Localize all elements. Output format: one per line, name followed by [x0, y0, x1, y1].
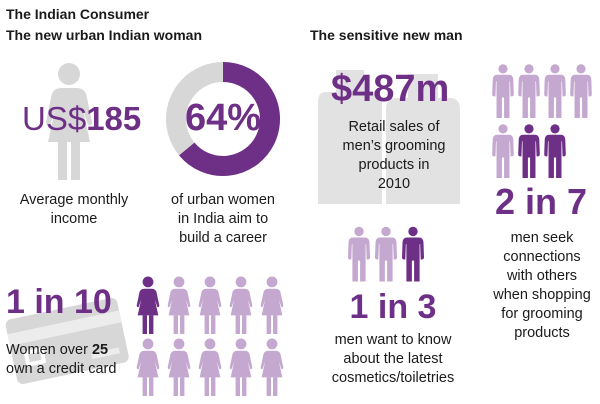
retail-amount: $487m — [331, 68, 450, 110]
income-currency: US$ — [22, 100, 87, 137]
credit-caption: Women over 25 own a credit card — [6, 341, 116, 379]
income-caption: Average monthly income — [0, 191, 148, 229]
woman-icon — [46, 63, 92, 180]
connections-caption-line: men seek — [510, 230, 574, 246]
career-percent: 64% — [184, 97, 262, 139]
men-pictogram-seven — [490, 64, 600, 184]
man-icon — [348, 226, 370, 282]
women-pictogram — [136, 276, 296, 396]
cosmetics-ratio: 1 in 3 — [349, 288, 437, 326]
woman-icon — [198, 338, 222, 396]
career-caption: of urban women in India aim to build a c… — [148, 191, 298, 248]
credit-card-icon — [5, 297, 129, 384]
retail-caption-line: men’s grooming — [342, 138, 446, 154]
connections-ratio: 2 in 7 — [494, 181, 588, 222]
retail-caption-line: products in — [358, 157, 430, 173]
grooming-bottles-icon — [318, 70, 460, 204]
man-icon — [544, 64, 566, 118]
woman-icon — [136, 276, 160, 334]
cosmetics-caption-line: cosmetics/toiletries — [331, 370, 455, 386]
career-caption-line: of urban women — [171, 192, 275, 208]
woman-icon — [167, 276, 191, 334]
cosmetics-caption-line: men want to know — [334, 332, 452, 348]
career-caption-line: build a career — [179, 230, 267, 246]
cosmetics-caption: men want to know about the latest cosmet… — [306, 331, 480, 388]
donut-fill — [179, 62, 280, 176]
section-title-men: The sensitive new man — [310, 27, 463, 43]
man-icon — [570, 64, 592, 118]
man-icon — [518, 124, 540, 178]
man-icon — [544, 124, 566, 178]
woman-icon — [229, 338, 253, 396]
income-caption-line: Average monthly — [19, 192, 129, 208]
credit-caption-line: own a credit card — [6, 361, 117, 377]
connections-caption-line: connections — [503, 249, 581, 265]
man-icon — [375, 226, 397, 282]
income-value: US$185 — [22, 102, 141, 135]
man-icon — [492, 64, 514, 118]
cosmetics-caption-line: about the latest — [343, 351, 443, 367]
woman-icon — [229, 276, 253, 334]
woman-icon — [260, 338, 284, 396]
credit-caption-text: Women over — [6, 342, 92, 358]
connections-caption-line: when shopping — [493, 287, 591, 303]
section-title-women: The new urban Indian woman — [6, 27, 203, 43]
connections-caption-line: with others — [506, 268, 578, 284]
man-icon — [518, 64, 540, 118]
woman-icon — [167, 338, 191, 396]
woman-icon — [260, 276, 284, 334]
retail-caption-line: 2010 — [377, 176, 411, 192]
career-caption-line: in India aim to — [177, 211, 269, 227]
man-icon — [402, 226, 424, 282]
connections-caption-line: products — [514, 325, 570, 341]
retail-caption: Retail sales of men’s grooming products … — [326, 118, 462, 194]
credit-ratio: 1 in 10 — [6, 283, 112, 321]
credit-caption-line: Women over 25 — [6, 341, 116, 360]
income-caption-line: income — [50, 211, 98, 227]
woman-icon — [198, 276, 222, 334]
retail-caption-line: Retail sales of — [348, 119, 440, 135]
credit-caption-age: 25 — [91, 342, 109, 358]
man-icon — [492, 124, 514, 178]
donut-chart — [166, 62, 280, 176]
woman-icon — [136, 338, 160, 396]
connections-caption-line: for grooming — [501, 306, 583, 322]
connections-caption: men seek connections with others when sh… — [486, 229, 598, 343]
income-amount: 185 — [86, 100, 142, 137]
page-title: The Indian Consumer — [6, 6, 150, 22]
men-pictogram-three — [348, 226, 438, 284]
